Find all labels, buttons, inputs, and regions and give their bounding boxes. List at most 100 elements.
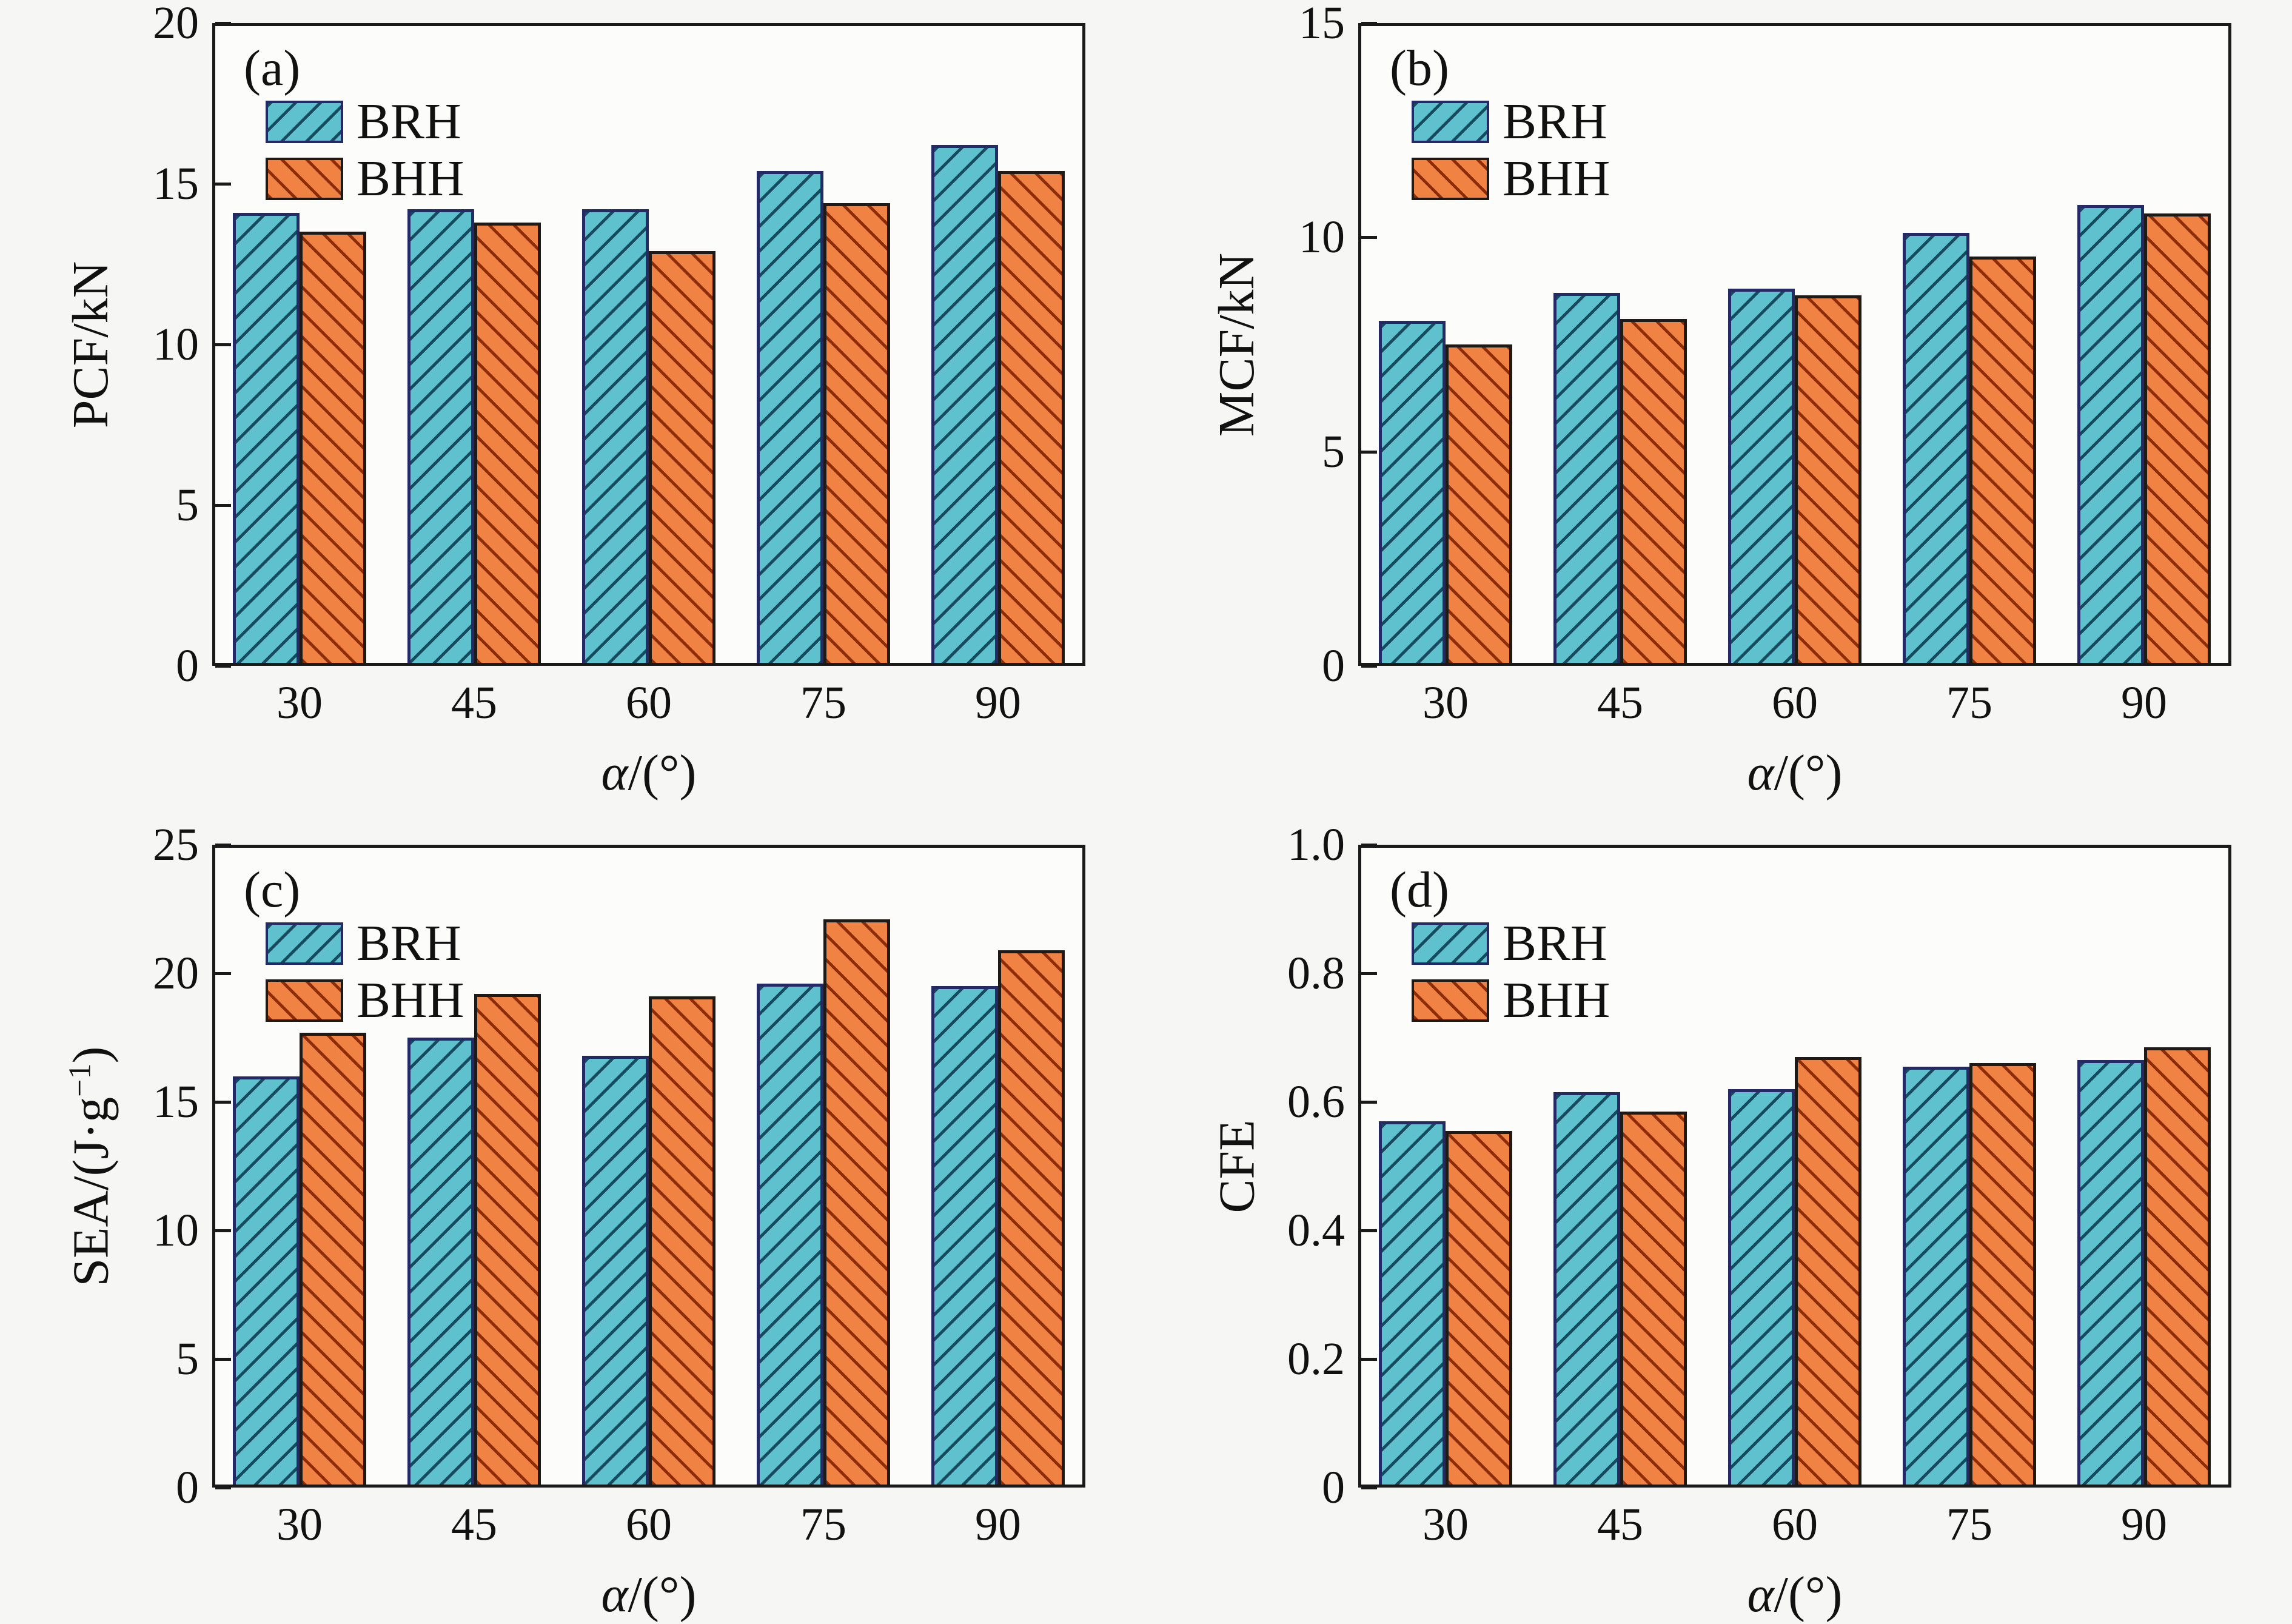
y-tick-label: 0: [176, 640, 199, 691]
label-segment: α: [1747, 745, 1774, 801]
panel-label-b: (b): [1390, 40, 1449, 96]
y-tick: [1361, 451, 1377, 454]
legend-swatch-BHH: [1412, 158, 1489, 200]
bar-b-BHH-60: [1795, 295, 1861, 666]
bar-c-BHH-75: [823, 919, 890, 1488]
x-axis-label: α/(°): [1643, 1565, 1946, 1624]
x-tick-label: 60: [626, 677, 672, 728]
plot-area-d: [1358, 845, 2231, 1488]
bar-a-BHH-75: [823, 203, 890, 666]
y-tick-label: 1.0: [1287, 819, 1345, 870]
bar-c-BHH-45: [474, 994, 541, 1488]
bar-c-BRH-60: [582, 1056, 649, 1488]
y-tick-label: 15: [1299, 0, 1345, 49]
y-tick-label: 5: [1322, 426, 1345, 477]
legend-swatch-BHH: [266, 979, 343, 1022]
x-axis-label: α/(°): [1643, 743, 1946, 802]
bar-d-BRH-30: [1379, 1121, 1446, 1488]
y-tick: [1361, 972, 1377, 975]
label-segment: MCF/kN: [1208, 252, 1265, 437]
legend-label-BHH: BHH: [1503, 150, 1610, 207]
y-tick-label: 0.4: [1287, 1205, 1345, 1256]
bar-d-BHH-75: [1969, 1063, 2036, 1488]
y-tick: [1361, 1101, 1377, 1104]
x-tick-label: 45: [1597, 677, 1643, 728]
panel-b: 0 5 10 15 30 45 60 75 90 α/(°) MCF/kN (b) BRH BHH: [1146, 0, 2292, 802]
legend-label-BHH: BHH: [1503, 972, 1610, 1028]
label-segment: −1: [62, 1062, 98, 1097]
bar-b-BRH-60: [1728, 289, 1795, 666]
label-segment: CFE: [1208, 1119, 1265, 1213]
x-tick-label: 45: [1597, 1499, 1643, 1550]
bar-a-BRH-30: [233, 213, 300, 666]
bar-d-BHH-45: [1620, 1112, 1687, 1488]
x-tick-label: 90: [2121, 677, 2167, 728]
label-segment: α: [601, 745, 628, 801]
y-tick: [215, 1229, 231, 1232]
y-tick: [1361, 1229, 1377, 1232]
x-tick-label: 75: [1946, 1499, 1992, 1550]
x-axis-label: α/(°): [497, 743, 800, 802]
bar-d-BHH-90: [2144, 1047, 2211, 1488]
y-tick-label: 20: [153, 0, 199, 49]
bar-d-BRH-60: [1728, 1089, 1795, 1488]
plot-area-a: [212, 23, 1085, 666]
bar-b-BHH-90: [2144, 213, 2211, 666]
legend-item-BRH: BRH: [266, 918, 464, 970]
y-tick-label: 10: [153, 1205, 199, 1256]
y-tick-label: 5: [176, 1334, 199, 1384]
legend-item-BHH: BHH: [1412, 975, 1610, 1027]
bar-b-BRH-30: [1379, 321, 1446, 666]
panel-label-d: (d): [1390, 862, 1449, 918]
label-segment: /(°): [628, 745, 697, 801]
bar-d-BRH-45: [1553, 1092, 1620, 1488]
bar-d-BHH-60: [1795, 1057, 1861, 1488]
y-tick-label: 0: [1322, 1462, 1345, 1513]
y-tick: [215, 1358, 231, 1361]
bar-a-BHH-45: [474, 223, 541, 666]
legend-item-BRH: BRH: [266, 96, 464, 148]
y-tick: [215, 183, 231, 186]
y-tick: [1361, 1358, 1377, 1361]
y-tick-label: 10: [1299, 212, 1345, 263]
legend-item-BHH: BHH: [266, 153, 464, 205]
bar-b-BHH-75: [1969, 257, 2036, 666]
label-segment: α: [1747, 1566, 1774, 1623]
y-tick-label: 0: [1322, 640, 1345, 691]
x-tick-label: 90: [975, 677, 1021, 728]
y-axis-label-text: SEA/(J·g−1): [62, 1046, 121, 1286]
x-tick-label: 45: [451, 677, 497, 728]
label-segment: /(°): [1774, 745, 1843, 801]
legend-label-BRH: BRH: [357, 915, 461, 971]
label-segment: /(°): [628, 1566, 697, 1623]
label-segment: SEA/(J·g: [62, 1096, 119, 1287]
bar-b-BRH-90: [2077, 205, 2144, 666]
x-tick-label: 75: [800, 1499, 846, 1550]
legend-swatch-BRH: [266, 101, 343, 143]
x-tick-label: 30: [276, 1499, 323, 1550]
legend-swatch-BRH: [1412, 101, 1489, 143]
bar-a-BRH-45: [407, 209, 474, 666]
label-segment: ): [62, 1045, 119, 1063]
y-axis-label: SEA/(J·g−1): [12, 845, 170, 1488]
y-axis-label: MCF/kN: [1158, 23, 1316, 666]
legend-c: BRH BHH: [266, 918, 464, 1032]
y-tick: [215, 665, 231, 668]
y-tick: [215, 343, 231, 346]
legend-swatch-BHH: [266, 158, 343, 200]
legend-a: BRH BHH: [266, 96, 464, 210]
bar-c-BRH-45: [407, 1038, 474, 1488]
panel-a: 0 5 10 15 20 30 45 60 75 90 α/(°) PCF/kN (a) BRH BHH: [0, 0, 1146, 802]
x-tick-label: 60: [1772, 677, 1818, 728]
bar-a-BRH-75: [757, 171, 823, 666]
plot-frame: [1358, 845, 2231, 1488]
legend-swatch-BRH: [1412, 922, 1489, 965]
panel-label-a: (a): [244, 40, 301, 96]
y-axis-label-text: PCF/kN: [62, 261, 121, 428]
bar-b-BHH-45: [1620, 319, 1687, 666]
y-tick: [215, 1101, 231, 1104]
bar-a-BRH-90: [931, 145, 998, 666]
legend-label-BRH: BRH: [357, 93, 461, 150]
bar-b-BRH-75: [1903, 233, 1969, 666]
legend-swatch-BHH: [1412, 979, 1489, 1022]
